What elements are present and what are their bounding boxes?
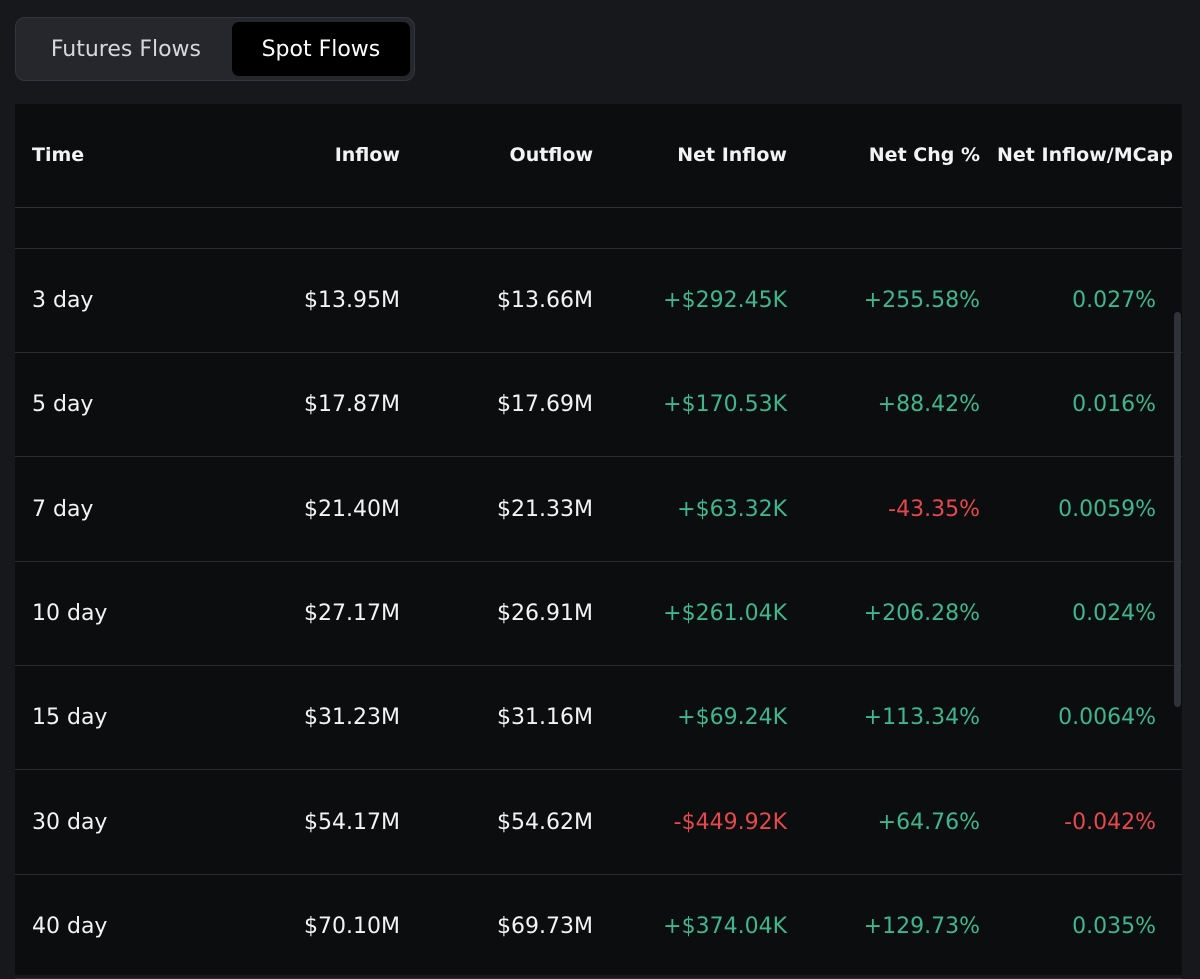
scrollbar-track[interactable] [1182,104,1200,975]
cell-net-inflow: +$292.45K [663,288,787,313]
cell-outflow: $17.69M [497,392,593,417]
cell-net-chg: +113.34% [863,705,980,730]
cell-outflow: $69.73M [497,914,593,939]
cell-net-inflow-mcap: 0.0064% [1058,705,1156,730]
cell-time: 10 day [32,601,108,626]
cell-outflow: $54.62M [497,810,593,835]
cell-inflow: $17.87M [304,392,400,417]
cell-net-inflow: -$449.92K [673,810,787,835]
cell-net-inflow-mcap: 0.027% [1072,288,1156,313]
header-net-chg[interactable]: Net Chg % [868,144,980,166]
cell-time: 40 day [32,914,108,939]
cell-inflow: $70.10M [304,914,400,939]
cell-net-inflow: +$261.04K [663,601,787,626]
cell-net-chg: -43.35% [888,497,980,522]
tab-futures-flows[interactable]: Futures Flows [50,36,202,62]
table-row-partial [15,208,1182,249]
table-row[interactable]: 5 day $17.87M $17.69M +$170.53K +88.42% 0.016… [15,353,1182,457]
cell-time: 30 day [32,810,108,835]
table-row[interactable]: 15 day $31.23M $31.16M +$69.24K +113.34% 0.00… [15,666,1182,770]
cell-net-inflow-mcap: 0.016% [1072,392,1156,417]
cell-time: 3 day [32,288,94,313]
header-net-inflow-mcap[interactable]: Net Inflow/MCap [997,144,1173,166]
cell-net-inflow-mcap: 0.0059% [1058,497,1156,522]
scrollbar-thumb[interactable] [1174,312,1181,707]
cell-inflow: $54.17M [304,810,400,835]
header-outflow[interactable]: Outflow [509,144,593,166]
cell-outflow: $13.66M [497,288,593,313]
header-net-inflow[interactable]: Net Inflow [677,144,787,166]
cell-net-chg: +255.58% [863,288,980,313]
cell-net-chg: +206.28% [863,601,980,626]
table-row[interactable]: 30 day $54.17M $54.62M -$449.92K +64.76% -0.0… [15,771,1182,875]
table-row[interactable]: 7 day $21.40M $21.33M +$63.32K -43.35% 0.0059… [15,458,1182,562]
table-row[interactable]: 3 day $13.95M $13.66M +$292.45K +255.58% 0.02… [15,249,1182,353]
cell-net-inflow: +$374.04K [663,914,787,939]
cell-net-inflow: +$69.24K [677,705,787,730]
cell-inflow: $13.95M [304,288,400,313]
header-time[interactable]: Time [32,144,85,166]
cell-inflow: $31.23M [304,705,400,730]
table-row[interactable]: 10 day $27.17M $26.91M +$261.04K +206.28% 0.0… [15,562,1182,666]
cell-net-chg: +88.42% [877,392,980,417]
cell-inflow: $21.40M [304,497,400,522]
cell-net-inflow-mcap: -0.042% [1064,810,1156,835]
cell-net-inflow-mcap: 0.024% [1072,601,1156,626]
table-row[interactable]: 40 day $70.10M $69.73M +$374.04K +129.73% 0.0… [15,875,1182,979]
cell-net-inflow-mcap: 0.035% [1072,914,1156,939]
cell-net-inflow: +$170.53K [663,392,787,417]
flow-type-tabs: Futures Flows Spot Flows [15,17,415,81]
tab-spot-flows[interactable]: Spot Flows [231,22,410,76]
cell-time: 15 day [32,705,108,730]
cell-net-chg: +64.76% [877,810,980,835]
cell-time: 7 day [32,497,94,522]
table-header: Time Inflow Outflow Net Inflow Net Chg %… [15,104,1182,208]
cell-outflow: $21.33M [497,497,593,522]
cell-net-inflow: +$63.32K [677,497,787,522]
cell-outflow: $31.16M [497,705,593,730]
cell-net-chg: +129.73% [863,914,980,939]
header-inflow[interactable]: Inflow [334,144,400,166]
cell-outflow: $26.91M [497,601,593,626]
cell-inflow: $27.17M [304,601,400,626]
cell-time: 5 day [32,392,94,417]
flows-table: Time Inflow Outflow Net Inflow Net Chg %… [15,104,1182,979]
